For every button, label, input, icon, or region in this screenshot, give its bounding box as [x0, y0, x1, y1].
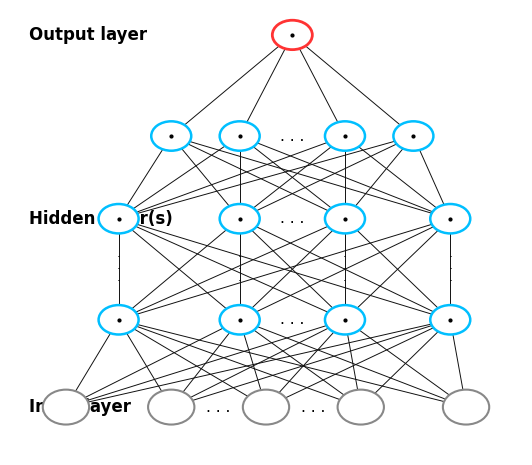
Ellipse shape: [220, 305, 260, 334]
Ellipse shape: [98, 204, 139, 233]
Text: . . .: . . .: [280, 211, 304, 226]
Ellipse shape: [325, 305, 365, 334]
Text: Input layer: Input layer: [29, 398, 131, 416]
Text: ·
·
·: · · ·: [448, 251, 452, 288]
Text: . . .: . . .: [280, 128, 304, 144]
Text: ·
·
·: · · ·: [238, 251, 242, 288]
Ellipse shape: [338, 390, 384, 425]
Text: . . .: . . .: [280, 312, 304, 327]
Text: . . .: . . .: [206, 399, 231, 415]
Ellipse shape: [430, 305, 470, 334]
Text: . . .: . . .: [301, 399, 326, 415]
Ellipse shape: [430, 204, 470, 233]
Ellipse shape: [151, 121, 191, 151]
Ellipse shape: [220, 204, 260, 233]
Ellipse shape: [148, 390, 194, 425]
Ellipse shape: [220, 121, 260, 151]
Text: Output layer: Output layer: [29, 26, 147, 44]
Ellipse shape: [272, 20, 312, 50]
Ellipse shape: [243, 390, 289, 425]
Ellipse shape: [43, 390, 89, 425]
Text: Hidden layer(s): Hidden layer(s): [29, 210, 173, 228]
Text: ·
·
·: · · ·: [343, 251, 347, 288]
Ellipse shape: [393, 121, 434, 151]
Text: ·
·
·: · · ·: [117, 251, 121, 288]
Ellipse shape: [98, 305, 139, 334]
Ellipse shape: [443, 390, 489, 425]
Ellipse shape: [325, 204, 365, 233]
Ellipse shape: [325, 121, 365, 151]
